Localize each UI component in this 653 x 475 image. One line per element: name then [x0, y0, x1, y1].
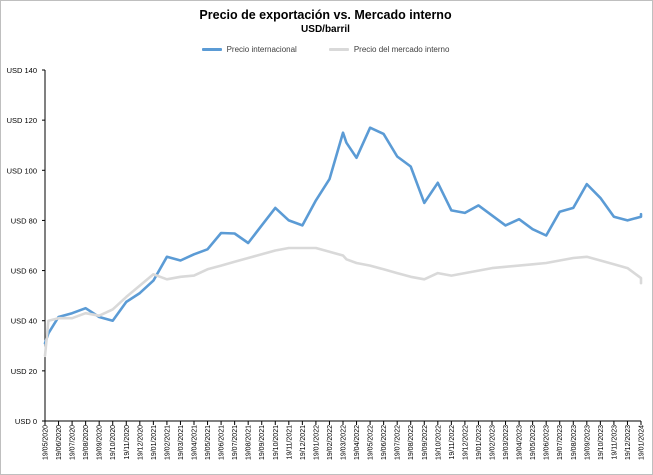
x-tick-label: 19/07/2020: [70, 425, 77, 460]
x-tick-label: 19/03/2021: [178, 425, 185, 460]
chart-legend: Precio internacional Precio del mercado …: [0, 45, 651, 54]
x-tick-label: 19/08/2022: [408, 425, 415, 460]
legend-item-international: Precio internacional: [201, 45, 297, 54]
y-tick-label: USD 120: [7, 116, 37, 125]
y-axis-ticks: USD 0 USD 20 USD 40 USD 60 USD 80 USD 100 USD …: [7, 66, 45, 426]
x-tick-label: 19/07/2022: [395, 425, 402, 460]
x-tick-label: 19/06/2020: [56, 425, 63, 460]
x-tick-label: 19/10/2021: [273, 425, 280, 460]
x-tick-label: 19/03/2022: [341, 425, 348, 460]
x-tick-label: 19/10/2023: [598, 425, 605, 460]
x-tick-label: 19/04/2023: [517, 425, 524, 460]
x-tick-label: 19/08/2020: [83, 425, 90, 460]
y-tick-label: USD 100: [7, 166, 37, 175]
x-tick-label: 19/01/2022: [313, 425, 320, 460]
x-tick-label: 19/07/2023: [557, 425, 564, 460]
x-tick-label: 19/10/2020: [110, 425, 117, 460]
legend-swatch-domestic: [328, 48, 349, 51]
x-tick-label: 19/11/2020: [124, 425, 131, 460]
x-tick-label: 19/12/2023: [625, 425, 632, 460]
x-tick-label: 19/01/2021: [151, 425, 158, 460]
legend-label-domestic: Precio del mercado interno: [353, 45, 450, 54]
x-tick-label: 19/09/2023: [584, 425, 591, 460]
x-tick-label: 19/10/2022: [435, 425, 442, 460]
x-tick-label: 19/07/2021: [232, 425, 239, 460]
y-tick-label: USD 40: [11, 317, 37, 326]
x-tick-label: 19/05/2020: [43, 425, 50, 460]
x-tick-label: 19/08/2021: [246, 425, 253, 460]
x-tick-label: 19/01/2024: [639, 425, 646, 460]
x-tick-label: 19/06/2023: [544, 425, 551, 460]
x-axis-ticks: 19/05/2020 19/06/2020 19/07/2020 19/08/2020…: [43, 421, 646, 460]
x-tick-label: 19/12/2022: [462, 425, 469, 460]
x-tick-label: 19/06/2021: [219, 425, 226, 460]
series-line-domestic: [43, 246, 643, 358]
x-tick-label: 19/09/2020: [97, 425, 104, 460]
x-tick-label: 19/04/2021: [192, 425, 199, 460]
x-tick-label: 19/09/2022: [422, 425, 429, 460]
legend-label-international: Precio internacional: [226, 45, 297, 54]
x-tick-label: 19/05/2022: [368, 425, 375, 460]
x-tick-label: 19/02/2021: [164, 425, 171, 460]
x-tick-label: 19/12/2021: [300, 425, 307, 460]
x-tick-label: 19/05/2021: [205, 425, 212, 460]
x-tick-label: 19/11/2023: [611, 425, 618, 460]
x-tick-label: 19/02/2022: [327, 425, 334, 460]
x-tick-label: 19/05/2023: [530, 425, 537, 460]
series-line-international: [43, 126, 643, 345]
x-tick-label: 19/06/2022: [381, 425, 388, 460]
x-tick-label: 19/02/2023: [490, 425, 497, 460]
legend-swatch-international: [201, 48, 222, 51]
x-tick-label: 19/12/2020: [137, 425, 144, 460]
y-tick-label: USD 0: [15, 417, 37, 426]
y-tick-label: USD 20: [11, 367, 37, 376]
series-lines: [43, 126, 643, 358]
y-tick-label: USD 140: [7, 66, 37, 75]
chart-axes: [44, 70, 641, 422]
x-tick-label: 19/04/2022: [354, 425, 361, 460]
x-tick-label: 19/03/2023: [503, 425, 510, 460]
y-tick-label: USD 80: [11, 216, 37, 225]
chart-title: Precio de exportación vs. Mercado intern…: [199, 8, 452, 22]
legend-item-domestic: Precio del mercado interno: [328, 45, 450, 54]
x-tick-label: 19/11/2021: [286, 425, 293, 460]
x-tick-label: 19/01/2023: [476, 425, 483, 460]
x-tick-label: 19/08/2023: [571, 425, 578, 460]
x-tick-label: 19/11/2022: [449, 425, 456, 460]
x-tick-label: 19/09/2021: [259, 425, 266, 460]
chart-subtitle: USD/barril: [301, 24, 350, 35]
y-tick-label: USD 60: [11, 267, 37, 276]
